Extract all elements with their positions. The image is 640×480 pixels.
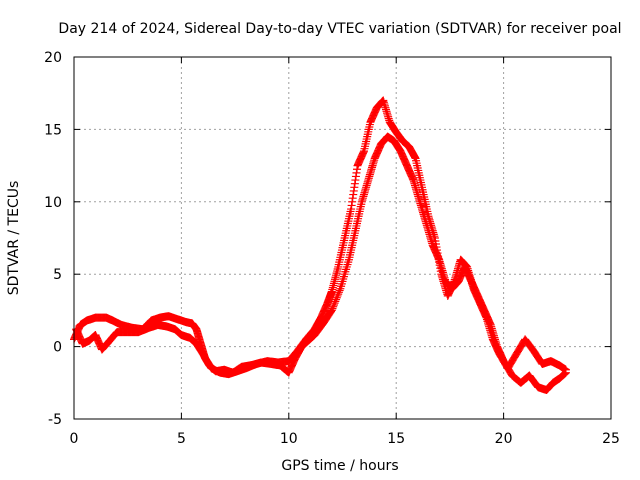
data-point-marker <box>335 286 344 295</box>
series-layer <box>70 96 570 395</box>
y-axis-label: SDTVAR / TECUs <box>6 181 22 296</box>
x-tick-label: 20 <box>495 431 513 447</box>
y-tick-label: -5 <box>48 412 62 428</box>
data-point-marker <box>334 288 343 297</box>
x-axis-label: GPS time / hours <box>281 458 398 474</box>
data-point-marker <box>561 368 570 377</box>
data-point-marker <box>329 300 338 309</box>
y-tick-label: 5 <box>53 267 62 283</box>
y-tick-label: 10 <box>44 195 62 211</box>
axis-ticks: 0 5 10 15 20 25 -5 0 5 10 15 20 <box>44 50 620 447</box>
data-point-marker <box>329 302 338 311</box>
data-point-marker <box>333 291 342 300</box>
x-tick-label: 0 <box>70 431 79 447</box>
y-tick-label: 15 <box>44 122 62 138</box>
series-track-lower <box>72 132 570 395</box>
x-tick-label: 10 <box>280 431 298 447</box>
data-point-marker <box>328 304 337 313</box>
data-point-marker <box>334 290 343 299</box>
y-tick-label: 0 <box>53 340 62 356</box>
data-point-marker <box>331 297 340 306</box>
data-point-marker <box>330 299 339 308</box>
x-tick-label: 15 <box>387 431 405 447</box>
data-point-marker <box>332 293 341 302</box>
plot-frame <box>73 56 612 420</box>
chart-title: Day 214 of 2024, Sidereal Day-to-day VTE… <box>58 21 621 37</box>
data-point-marker <box>327 306 336 315</box>
y-tick-label: 20 <box>44 50 62 66</box>
x-tick-label: 5 <box>177 431 186 447</box>
x-tick-label: 25 <box>602 431 620 447</box>
data-point-marker <box>332 295 341 304</box>
